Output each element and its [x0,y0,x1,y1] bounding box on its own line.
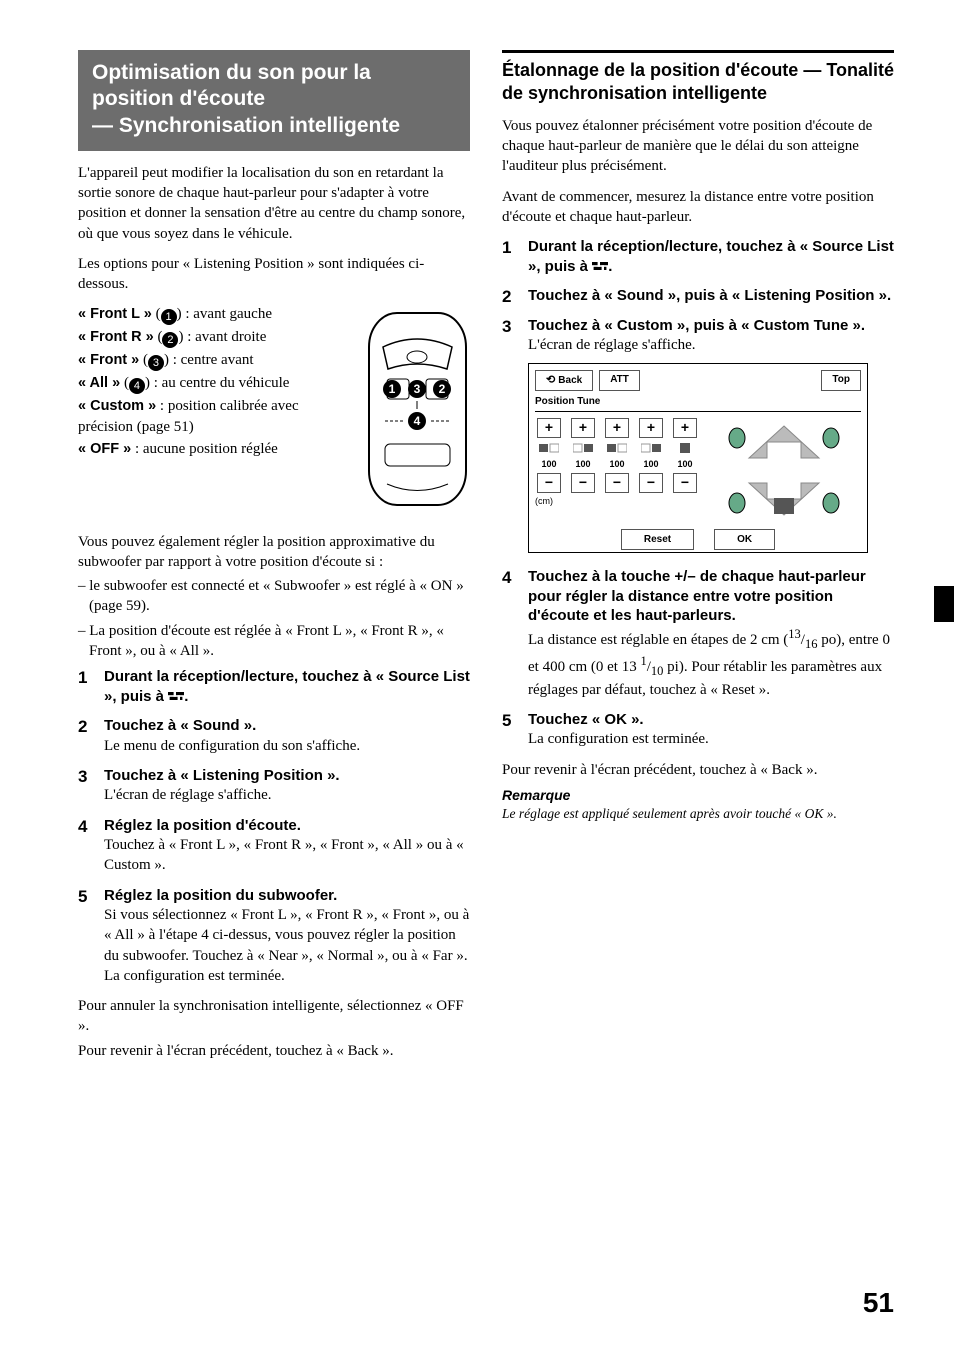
speaker-fr-icon [573,441,593,455]
right-step-3: Touchez à « Custom », puis à « Custom Tu… [502,316,894,554]
step2-body: Le menu de configuration du son s'affich… [104,736,470,756]
left-step-2: Touchez à « Sound ». Le menu de configur… [78,716,470,756]
rstep5-body: La configuration est terminée. [528,729,894,749]
opt-front-label: « Front » [78,352,139,368]
right-steps: Durant la réception/lecture, touchez à «… [502,237,894,750]
minus-button[interactable]: − [673,473,697,493]
circ-2-icon: 2 [162,332,178,348]
opt-frontl-label: « Front L » [78,306,152,322]
step4-head: Réglez la position d'écoute. [104,816,470,836]
plus-button[interactable]: + [571,418,595,438]
rstep1-head: Durant la réception/lecture, touchez à «… [528,237,894,276]
tune-columns: +100− +100− +100− +100− +100− [535,418,699,493]
opt-off-desc: : aucune position réglée [131,441,278,457]
opt-all-desc: : au centre du véhicule [150,375,290,391]
minus-button[interactable]: − [605,473,629,493]
rstep5-head: Touchez « OK ». [528,710,894,730]
step3-body: L'écran de réglage s'affiche. [104,785,470,805]
car-diagram: 1 3 2 4 [365,309,470,515]
svg-text:2: 2 [439,382,446,396]
step4-body: Touchez à « Front L », « Front R », « Fr… [104,835,470,876]
intro-1: L'appareil peut modifier la localisation… [78,163,470,244]
plus-button[interactable]: + [639,418,663,438]
cond-1: – le subwoofer est connecté et « Subwoof… [78,576,470,617]
rstep4-body: La distance est réglable en étapes de 2 … [528,626,894,700]
opt-off-label: « OFF » [78,441,131,457]
svg-text:1: 1 [389,382,396,396]
left-step-4: Réglez la position d'écoute. Touchez à «… [78,816,470,876]
settings-icon [168,690,184,702]
rstep3-head: Touchez à « Custom », puis à « Custom Tu… [528,316,894,336]
sub-intro: Vous pouvez également régler la position… [78,532,470,573]
left-step-5: Réglez la position du subwoofer. Si vous… [78,886,470,987]
left-outro1: Pour annuler la synchronisation intellig… [78,996,470,1037]
left-step-3: Touchez à « Listening Position ». L'écra… [78,766,470,806]
section-header: Optimisation du son pour la position d'é… [78,50,470,151]
speaker-sub-icon [675,441,695,455]
svg-text:3: 3 [414,382,421,396]
opt-custom-label: « Custom » [78,398,156,414]
speaker-rr-icon [641,441,661,455]
screen-att-button[interactable]: ATT [599,370,640,391]
circ-4-icon: 4 [129,378,145,394]
right-p2: Avant de commencer, mesurez la distance … [502,187,894,228]
screen-reset-button[interactable]: Reset [621,529,694,551]
remark-body: Le réglage est appliqué seulement après … [502,805,894,823]
header-line2: — Synchronisation intelligente [92,114,400,137]
screen-ok-button[interactable]: OK [714,529,775,551]
plus-button[interactable]: + [537,418,561,438]
rstep2-head: Touchez à « Sound », puis à « Listening … [528,286,894,306]
step1-head: Durant la réception/lecture, touchez à «… [104,667,470,706]
circ-3-icon: 3 [148,355,164,371]
left-outro2: Pour revenir à l'écran précédent, touche… [78,1041,470,1061]
opt-frontr-desc: : avant droite [183,329,266,345]
header-line1: Optimisation du son pour la position d'é… [92,61,371,110]
step5-head: Réglez la position du subwoofer. [104,886,470,906]
step3-head: Touchez à « Listening Position ». [104,766,470,786]
step5-body: Si vous sélectionnez « Front L », « Fron… [104,905,470,986]
plus-button[interactable]: + [673,418,697,438]
opt-frontl-desc: : avant gauche [182,306,272,322]
cond-2: – La position d'écoute est réglée à « Fr… [78,621,470,662]
remark-heading: Remarque [502,786,894,805]
rstep4-head: Touchez à la touche +/– de chaque haut-p… [528,567,894,626]
speaker-fl-icon [539,441,559,455]
right-column: Étalonnage de la position d'écoute — Ton… [502,50,894,1065]
opt-front-desc: : centre avant [169,352,254,368]
cabin-diagram [707,418,861,523]
right-step-5: Touchez « OK ». La configuration est ter… [502,710,894,750]
speaker-rl-icon [607,441,627,455]
opt-all-label: « All » [78,375,120,391]
svg-text:4: 4 [414,414,421,428]
right-p1: Vous pouvez étalonner précisément votre … [502,116,894,177]
side-tab-icon [934,586,954,622]
circ-1-icon: 1 [161,309,177,325]
minus-button[interactable]: − [537,473,561,493]
rstep3-body: L'écran de réglage s'affiche. [528,335,894,355]
screen-top-button[interactable]: Top [821,370,861,391]
page-number: 51 [863,1284,894,1322]
screen-title: Position Tune [535,395,861,409]
left-step-1: Durant la réception/lecture, touchez à «… [78,667,470,706]
sub-conditions: – le subwoofer est connecté et « Subwoof… [78,576,470,661]
plus-button[interactable]: + [605,418,629,438]
settings-icon [592,260,608,272]
unit-label: (cm) [535,495,699,507]
position-tune-screen: ⟲ Back ATT Top Position Tune +100− +100−… [528,363,868,553]
right-step-1: Durant la réception/lecture, touchez à «… [502,237,894,276]
right-step-2: Touchez à « Sound », puis à « Listening … [502,286,894,306]
left-column: Optimisation du son pour la position d'é… [78,50,470,1065]
minus-button[interactable]: − [571,473,595,493]
minus-button[interactable]: − [639,473,663,493]
screen-back-button[interactable]: ⟲ Back [535,370,593,391]
intro-2: Les options pour « Listening Position » … [78,254,470,295]
left-steps: Durant la réception/lecture, touchez à «… [78,667,470,986]
step2-head: Touchez à « Sound ». [104,716,470,736]
right-outro: Pour revenir à l'écran précédent, touche… [502,760,894,780]
right-heading: Étalonnage de la position d'écoute — Ton… [502,50,894,106]
opt-frontr-label: « Front R » [78,329,154,345]
right-step-4: Touchez à la touche +/– de chaque haut-p… [502,567,894,700]
